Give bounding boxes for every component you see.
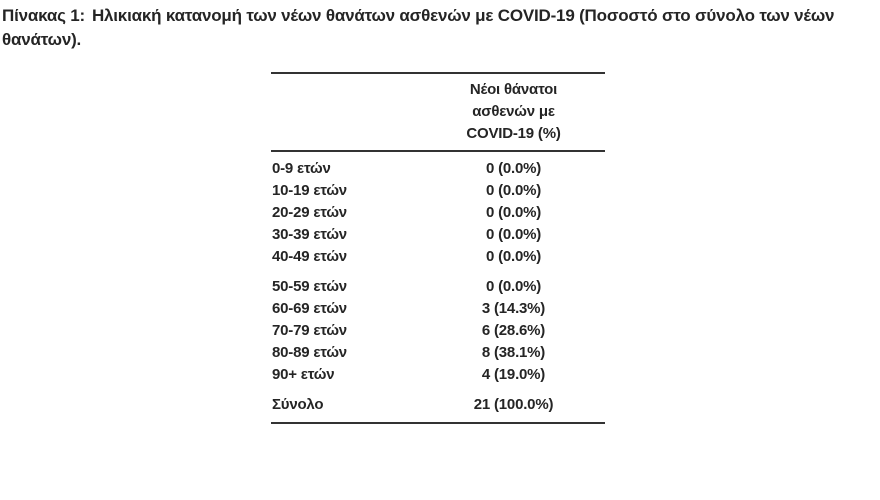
header-line-2: ασθενών με <box>472 103 555 120</box>
table-body: 0-9 ετών 0 (0.0%) 10-19 ετών 0 (0.0%) 20… <box>271 152 605 416</box>
age-range-label: 70-79 ετών <box>272 322 347 339</box>
caption-line-1: Πίνακας 1: Ηλικιακή κατανομή των νέων θαν… <box>2 4 835 28</box>
header-spacer-cell <box>271 79 422 145</box>
deaths-count-value: 4 (19.0%) <box>481 366 546 383</box>
table-row: 90+ ετών 4 (19.0%) <box>271 364 605 386</box>
deaths-count-value: 0 (0.0%) <box>485 160 542 177</box>
table-row: 80-89 ετών 8 (38.1%) <box>271 342 605 364</box>
table-top-rule <box>271 72 605 74</box>
deaths-count-value: 3 (14.3%) <box>481 300 546 317</box>
deaths-count-value: 0 (0.0%) <box>485 226 542 243</box>
caption-text-line-1: Ηλικιακή κατανομή των νέων θανάτων ασθεν… <box>91 6 835 25</box>
table-row: 50-59 ετών 0 (0.0%) <box>271 276 605 298</box>
table-bottom-rule <box>271 422 605 424</box>
age-range-label: 60-69 ετών <box>272 300 347 317</box>
table-row: 70-79 ετών 6 (28.6%) <box>271 320 605 342</box>
covid-deaths-age-table: Νέοι θάνατοι ασθενών με COVID-19 (%) 0-9… <box>271 72 605 424</box>
table-row: 0-9 ετών 0 (0.0%) <box>271 158 605 180</box>
table-header-row: Νέοι θάνατοι ασθενών με COVID-19 (%) <box>271 74 605 150</box>
age-range-label: 10-19 ετών <box>272 182 347 199</box>
age-group-block-2: 50-59 ετών 0 (0.0%) 60-69 ετών 3 (14.3%)… <box>271 276 605 386</box>
age-range-label: 20-29 ετών <box>272 204 347 221</box>
total-label: Σύνολο <box>272 396 324 413</box>
age-group-block-1: 0-9 ετών 0 (0.0%) 10-19 ετών 0 (0.0%) 20… <box>271 158 605 268</box>
header-line-1: Νέοι θάνατοι <box>469 81 558 98</box>
deaths-count-value: 0 (0.0%) <box>485 248 542 265</box>
deaths-count-value: 0 (0.0%) <box>485 182 542 199</box>
deaths-count-value: 8 (38.1%) <box>481 344 546 361</box>
table-row: 20-29 ετών 0 (0.0%) <box>271 202 605 224</box>
age-range-label: 40-49 ετών <box>272 248 347 265</box>
age-range-label: 90+ ετών <box>272 366 335 383</box>
table-row: 30-39 ετών 0 (0.0%) <box>271 224 605 246</box>
table-row: 40-49 ετών 0 (0.0%) <box>271 246 605 268</box>
table-caption: Πίνακας 1: Ηλικιακή κατανομή των νέων θαν… <box>2 4 835 52</box>
table-row: 10-19 ετών 0 (0.0%) <box>271 180 605 202</box>
deaths-count-value: 0 (0.0%) <box>485 278 542 295</box>
deaths-count-value: 6 (28.6%) <box>481 322 546 339</box>
age-range-label: 80-89 ετών <box>272 344 347 361</box>
caption-text-line-2: θανάτων). <box>2 30 82 49</box>
caption-label: Πίνακας 1: <box>2 6 85 25</box>
table-header-rule <box>271 150 605 152</box>
deaths-column-header: Νέοι θάνατοι ασθενών με COVID-19 (%) <box>422 79 605 145</box>
table-row: 60-69 ετών 3 (14.3%) <box>271 298 605 320</box>
age-range-label: 0-9 ετών <box>272 160 331 177</box>
age-range-label: 50-59 ετών <box>272 278 347 295</box>
header-line-3: COVID-19 (%) <box>466 125 561 142</box>
deaths-count-value: 0 (0.0%) <box>485 204 542 221</box>
total-row: Σύνολο 21 (100.0%) <box>271 394 605 416</box>
total-value: 21 (100.0%) <box>473 396 554 413</box>
age-range-label: 30-39 ετών <box>272 226 347 243</box>
